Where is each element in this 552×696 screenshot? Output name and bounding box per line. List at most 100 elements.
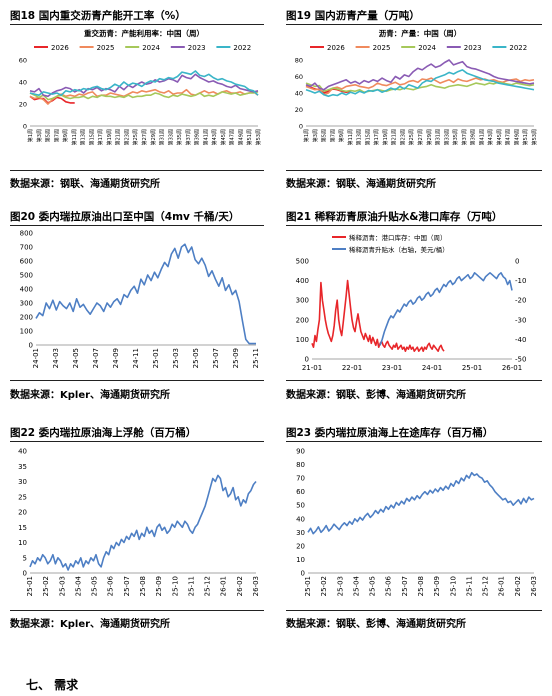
- y-tick-label: 35: [18, 463, 27, 471]
- y2-tick-label: -50: [515, 356, 526, 364]
- x-tick-label: 25-05: [369, 576, 377, 596]
- y-tick-label: 30: [296, 529, 305, 537]
- fig21-title: 图21 稀释沥青原油升贴水&港口库存（万吨）: [286, 211, 503, 223]
- x-tick-label: 第7周: [53, 129, 60, 142]
- x-tick-label: 24-01: [32, 348, 40, 368]
- y-tick-label: 200: [20, 314, 33, 322]
- x-tick-label: 第43周: [211, 129, 218, 145]
- legend-label-2025: 2025: [97, 44, 115, 52]
- fig20-bottom-rule: [10, 380, 264, 381]
- x-tick-label: 第23周: [399, 129, 406, 145]
- fig20-title: 图20 委内瑞拉原油出口至中国（4mv 千桶/天）: [10, 211, 240, 223]
- fig23-bottom-rule: [286, 610, 542, 611]
- legend-label-2026: 2026: [51, 44, 69, 52]
- x-tick-label: 25-01: [304, 576, 312, 596]
- x-tick-label: 第39周: [470, 129, 477, 145]
- y2-tick-label: 0: [515, 258, 519, 266]
- y-tick-label: 0: [301, 570, 305, 578]
- fig22-source: 数据来源：Kpler、海通期货研究所: [10, 619, 171, 630]
- y-tick-label: 0: [23, 123, 27, 131]
- x-tick-label: 第25周: [132, 129, 139, 145]
- fig23-source: 数据来源：钢联、彭博、海通期货研究所: [286, 619, 466, 630]
- y-tick-label: 600: [20, 258, 33, 266]
- fig22-title: 图22 委内瑞拉原油海上浮舱（百万桶）: [10, 427, 197, 439]
- fig23-title: 图23 委内瑞拉原油海上在途库存（百万桶）: [286, 427, 494, 439]
- x-tick-label: 25-05: [91, 576, 99, 596]
- y-tick-label: 40: [295, 90, 303, 98]
- x-tick-label: 第9周: [62, 129, 69, 142]
- x-tick-label: 第11周: [71, 129, 78, 145]
- series-line-稀释沥青：港口库存：中国（周）: [311, 279, 445, 352]
- x-tick-label: 第7周: [329, 129, 336, 142]
- x-tick-label: 第19周: [382, 129, 389, 145]
- y-tick-label: 300: [296, 297, 309, 305]
- x-tick-label: 第51周: [522, 129, 529, 145]
- y-tick-label: 10: [296, 556, 305, 564]
- y-tick-label: 30: [18, 478, 27, 486]
- x-tick-label: 第35周: [176, 129, 183, 145]
- series-line-0: [35, 243, 256, 345]
- y-tick-label: 40: [19, 79, 27, 87]
- series-line-2022: [305, 69, 535, 98]
- x-tick-label: 第31周: [159, 129, 166, 145]
- x-tick-label: 24-03: [52, 348, 60, 368]
- y-tick-label: 0: [305, 356, 309, 364]
- fig19-chart: 沥青：产量：中国（周） 2026 2025 2024 2023 2022 0 20 40 60 80…: [295, 28, 538, 145]
- y-tick-label: 20: [19, 101, 27, 109]
- x-tick-label: 25-09: [433, 576, 441, 596]
- x-tick-label: 第3周: [36, 129, 43, 142]
- fig21-source: 数据来源：钢联、彭博、海通期货研究所: [286, 390, 466, 401]
- x-tick-label: 25-07: [123, 576, 131, 596]
- section-heading: 七、 需求: [26, 678, 79, 692]
- y-tick-label: 60: [296, 488, 305, 496]
- y-tick-label: 0: [299, 123, 303, 131]
- x-tick-label: 第19周: [106, 129, 113, 145]
- x-tick-label: 26-03: [252, 576, 260, 596]
- legend-label-2023: 2023: [188, 44, 206, 52]
- x-tick-label: 第49周: [237, 129, 244, 145]
- x-tick-label: 第17周: [97, 129, 104, 145]
- x-tick-label: 24-11: [132, 348, 140, 368]
- x-tick-label: 第51周: [246, 129, 253, 145]
- x-tick-label: 25-07: [212, 348, 220, 368]
- x-tick-label: 25-03: [172, 348, 180, 368]
- x-tick-label: 第41周: [478, 129, 485, 145]
- x-tick-label: 第13周: [356, 129, 363, 145]
- y2-tick-label: -30: [515, 316, 526, 324]
- fig18-rule: [10, 24, 264, 25]
- fig20-chart: 0 100 200 300 400 500 600 700 800 24-01 24-03 24-05…: [20, 230, 260, 369]
- y-tick-label: 15: [18, 524, 27, 532]
- fig23-chart: 0 10 20 30 40 50 60 70 80 90 25-01 25-02 25-03 25-04 2…: [296, 448, 538, 597]
- x-tick-label: 26-03: [530, 576, 538, 596]
- y-tick-label: 0: [23, 570, 27, 578]
- x-tick-label: 第25周: [408, 129, 415, 145]
- x-tick-label: 第47周: [505, 129, 512, 145]
- x-tick-label: 第9周: [338, 129, 345, 142]
- y2-tick-label: -20: [515, 297, 526, 305]
- x-tick-label: 25-01: [26, 576, 34, 596]
- y-tick-label: 80: [296, 461, 305, 469]
- fig19-title: 图19 国内沥青产量（万吨）: [286, 10, 420, 22]
- fig21-rule: [286, 225, 542, 226]
- y-tick-label: 100: [20, 328, 33, 336]
- y-tick-label: 0: [29, 342, 33, 350]
- x-tick-label: 24-07: [92, 348, 100, 368]
- fig18-source: 数据来源：钢联、海通期货研究所: [10, 179, 160, 190]
- x-tick-label: 第21周: [391, 129, 398, 145]
- series-line-0: [307, 471, 535, 535]
- x-tick-label: 第11周: [347, 129, 354, 145]
- y-tick-label: 500: [20, 272, 33, 280]
- series-line-2025: [305, 77, 535, 96]
- fig19-rule: [286, 24, 542, 25]
- x-tick-label: 22-01: [342, 364, 362, 372]
- legend-label-2024: 2024: [418, 44, 436, 52]
- series-line-2022: [29, 70, 259, 96]
- x-tick-label: 第53周: [531, 129, 538, 145]
- x-tick-label: 25-11: [187, 576, 195, 596]
- x-tick-label: 25-04: [74, 575, 82, 596]
- y-tick-label: 700: [20, 244, 33, 252]
- x-tick-label: 21-01: [302, 364, 322, 372]
- x-tick-label: 25-04: [352, 575, 360, 596]
- x-tick-label: 25-02: [42, 576, 50, 596]
- series-line-稀释沥青升贴水（右轴，美元/桶）: [379, 271, 513, 346]
